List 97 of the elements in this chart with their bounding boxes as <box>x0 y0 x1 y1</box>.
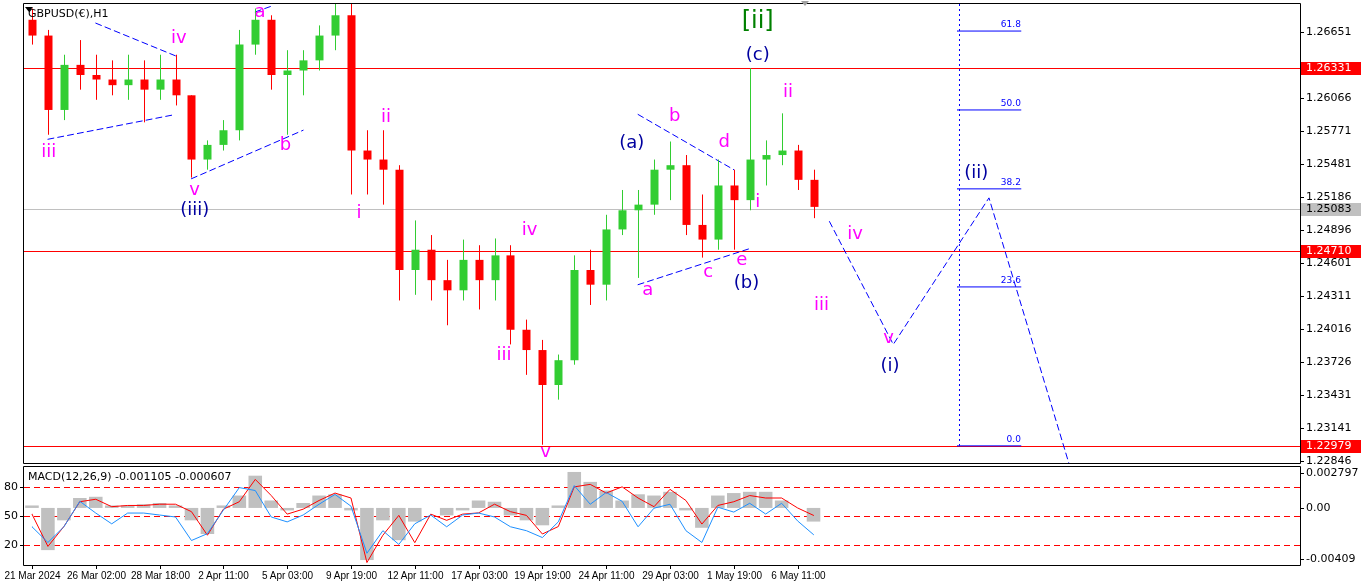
annotation: (iii) <box>180 197 210 219</box>
y-tick-label: 1.23431 <box>1306 388 1352 402</box>
bar <box>41 507 55 551</box>
annotation: (a) <box>619 130 645 152</box>
annotation: i <box>356 200 362 222</box>
y2-tick-label: 20 <box>4 538 18 552</box>
candlestick <box>411 219 420 296</box>
y-tick-label: 0.00 <box>1306 501 1331 515</box>
annotation: v <box>189 177 201 199</box>
ref-line-label: 1.24710 <box>1306 244 1352 258</box>
annotation: b <box>669 103 681 125</box>
y2-tick-label: 50 <box>4 509 18 523</box>
bar <box>535 507 550 526</box>
y2-tick-label: 80 <box>4 480 18 494</box>
annotation: e <box>736 247 748 269</box>
y-tick-label: 1.24896 <box>1306 223 1352 237</box>
candlestick <box>363 129 372 195</box>
series-label: 38.2 <box>1000 176 1021 187</box>
candlestick <box>299 49 308 96</box>
bar <box>806 507 821 522</box>
y-tick-label: -0.00409 <box>1306 552 1356 566</box>
y-tick-label: 1.26651 <box>1306 25 1352 39</box>
candlestick <box>379 129 388 206</box>
y-tick-label: 1.22846 <box>1306 454 1352 468</box>
annotation: (i) <box>880 353 900 375</box>
x-tick-label: 26 Mar 02:00 <box>67 569 127 581</box>
candlestick <box>666 141 675 201</box>
series-label: 0.0 <box>1006 433 1022 444</box>
y-tick-label: 1.26066 <box>1306 91 1352 105</box>
x-tick-label: 29 Apr 03:00 <box>642 569 700 581</box>
bar <box>25 505 39 508</box>
bar <box>631 494 645 508</box>
annotation: b <box>279 132 292 154</box>
bar <box>551 505 566 508</box>
y-tick-label: 1.24016 <box>1306 322 1352 336</box>
annotation: i <box>755 189 761 211</box>
candlestick <box>762 139 771 186</box>
chart-title: MACD(12,26,9) -0.001105 -0.000607 <box>28 469 232 483</box>
y-tick-label: 1.24601 <box>1306 256 1352 270</box>
annotation: d <box>718 129 730 151</box>
x-tick-label: 5 Apr 03:00 <box>261 569 314 581</box>
bar <box>471 500 486 508</box>
bar <box>296 502 310 508</box>
series-label: 61.8 <box>1000 18 1022 29</box>
annotation: (ii) <box>964 160 989 182</box>
annotation: ii <box>783 79 794 101</box>
x-tick-label: 12 Apr 11:00 <box>387 569 444 581</box>
candlestick <box>203 139 212 171</box>
annotation: iii <box>813 292 830 314</box>
bar <box>408 507 422 522</box>
x-tick-label: 17 Apr 03:00 <box>451 569 509 581</box>
x-tick-label: 24 Apr 11:00 <box>578 569 635 581</box>
candlestick <box>443 259 452 326</box>
annotation: v <box>540 439 552 461</box>
annotation: (c) <box>745 42 770 64</box>
annotation: (b) <box>733 270 760 292</box>
annotation: a <box>254 0 266 21</box>
annotation: iv <box>847 221 864 243</box>
bar <box>392 507 406 541</box>
candlestick <box>522 319 531 376</box>
y-tick-label: 1.25771 <box>1306 124 1352 138</box>
annotation: ii <box>381 104 392 126</box>
y-tick-label: 1.25186 <box>1306 190 1352 204</box>
ref-line-label: 1.22979 <box>1306 439 1352 453</box>
bar <box>57 507 71 521</box>
y-tick-label: 1.24311 <box>1306 289 1352 303</box>
bar <box>727 493 741 508</box>
y-tick-label: 1.23141 <box>1306 421 1352 435</box>
annotation: [ii] <box>741 6 774 35</box>
bar <box>376 507 390 521</box>
annotation: a <box>642 277 654 299</box>
x-tick-label: 2 Apr 11:00 <box>198 569 250 581</box>
annotation: iv <box>170 25 187 47</box>
y-tick-label: 1.23726 <box>1306 355 1352 369</box>
ref-line-label: 1.25083 <box>1306 202 1352 216</box>
candlestick <box>156 54 165 101</box>
x-tick-label: 19 Apr 19:00 <box>514 569 572 581</box>
annotation: iii <box>496 342 512 364</box>
x-tick-label: 21 Mar 2024 <box>4 569 62 581</box>
series-label: 23.6 <box>1000 274 1022 285</box>
candlestick <box>331 3 340 51</box>
ref-line-label: 1.26331 <box>1306 61 1352 75</box>
x-tick-label: 28 Mar 18:00 <box>131 569 191 581</box>
annotation: v <box>883 325 895 347</box>
series-label: 50.0 <box>1000 97 1022 108</box>
candlestick <box>219 119 228 152</box>
bar <box>439 507 454 516</box>
y-tick-label: 0.002797 <box>1306 466 1359 480</box>
x-tick-label: 6 May 11:00 <box>771 569 827 581</box>
annotation: c <box>703 259 714 281</box>
bar <box>264 500 278 508</box>
y-tick-label: 1.25481 <box>1306 157 1352 171</box>
x-tick-label: 9 Apr 19:00 <box>325 569 378 581</box>
candlestick <box>618 189 627 236</box>
annotation: iii <box>41 139 57 161</box>
annotation: iv <box>521 217 538 239</box>
x-tick-label: 1 May 19:00 <box>706 569 763 581</box>
